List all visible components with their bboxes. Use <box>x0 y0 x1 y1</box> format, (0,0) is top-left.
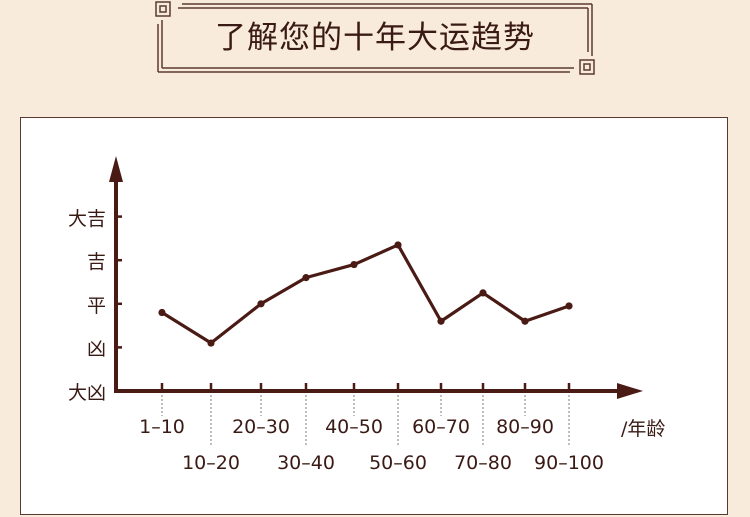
y-tick-label: 大吉 <box>46 204 106 231</box>
data-point <box>565 302 572 309</box>
x-tick-label: 70–80 <box>438 452 528 474</box>
x-axis-arrow <box>617 383 643 399</box>
data-point <box>437 318 444 325</box>
data-point <box>394 241 401 248</box>
x-tick-label: 1–10 <box>117 416 207 438</box>
y-tick-label: 凶 <box>46 334 106 361</box>
x-tick-label: 90–100 <box>524 452 614 474</box>
data-point <box>479 289 486 296</box>
data-point <box>350 261 357 268</box>
x-axis-unit-label: /年龄 <box>621 414 665 441</box>
x-tick-label: 50–60 <box>353 452 443 474</box>
x-tick-label: 20–30 <box>216 416 306 438</box>
x-tick-label: 60–70 <box>396 416 486 438</box>
data-point <box>158 309 165 316</box>
x-tick-label: 80–90 <box>480 416 570 438</box>
data-point <box>257 300 264 307</box>
y-tick-label: 大凶 <box>46 378 106 405</box>
title-frame: 了解您的十年大运趋势 <box>154 0 596 76</box>
data-point <box>207 339 214 346</box>
y-tick-label: 平 <box>46 291 106 318</box>
y-axis-arrow <box>109 156 123 182</box>
data-point <box>302 274 309 281</box>
x-tick-label: 40–50 <box>309 416 399 438</box>
data-point <box>521 318 528 325</box>
y-tick-label: 吉 <box>46 247 106 274</box>
page-title: 了解您的十年大运趋势 <box>154 12 596 64</box>
x-tick-label: 30–40 <box>261 452 351 474</box>
series-line <box>162 245 569 343</box>
x-tick-label: 10–20 <box>166 452 256 474</box>
chart-panel: 大凶 凶平吉 大吉 1–10 10–20 20–30 30–40 40–50 50–60 60–… <box>20 117 728 515</box>
